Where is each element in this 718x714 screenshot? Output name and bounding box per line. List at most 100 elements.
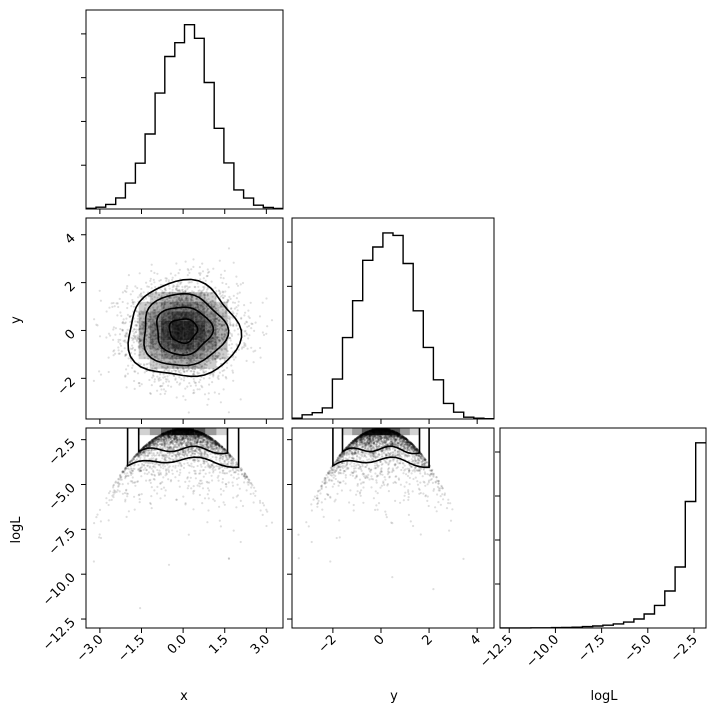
scatter-x-y-point — [235, 312, 239, 315]
scatter-x-y-point — [108, 306, 111, 309]
scatter-x-y-point — [123, 347, 126, 350]
scatter-x-logL-point — [200, 465, 203, 468]
scatter-x-logL-point — [239, 540, 242, 544]
scatter-x-y-point — [161, 302, 164, 305]
scatter-x-y-point — [143, 321, 146, 324]
scatter-x-y-point — [218, 371, 221, 374]
scatter-x-y-point — [131, 366, 134, 369]
scatter-x-y-point — [196, 372, 199, 375]
scatter-x-y-point — [233, 301, 237, 304]
scatter-x-y-point — [147, 352, 150, 355]
scatter-x-logL-point — [188, 471, 191, 474]
scatter-x-y-point — [169, 353, 172, 356]
scatter-x-y-point — [202, 369, 205, 372]
scatter-x-logL-point — [162, 486, 166, 489]
scatter-x-y-point — [250, 327, 253, 330]
scatter-x-y-point — [183, 299, 187, 302]
scatter-x-y-point — [184, 291, 187, 294]
scatter-x-y-point — [216, 376, 219, 379]
scatter-x-y-point — [214, 314, 217, 317]
scatter-x-y-point — [119, 344, 123, 347]
scatter-x-y-point — [253, 329, 256, 332]
scatter-x-y-point — [121, 300, 124, 304]
scatter-x-y-point — [187, 366, 190, 369]
scatter-x-y-point — [159, 353, 162, 356]
scatter-x-y-point — [202, 285, 205, 289]
scatter-x-y-point — [189, 370, 192, 373]
scatter-x-y-point — [199, 304, 202, 307]
scatter-x-y-point — [213, 318, 216, 321]
scatter-x-y-point — [149, 279, 152, 282]
scatter-x-y-point — [163, 392, 166, 395]
scatter-x-y-point — [199, 306, 202, 309]
scatter-x-y-point — [200, 365, 204, 369]
scatter-x-logL-point — [207, 497, 210, 500]
scatter-x-y-point — [156, 305, 160, 308]
scatter-x-y-point — [153, 367, 156, 370]
scatter-x-y-point — [216, 319, 220, 322]
scatter-x-y-point — [138, 313, 141, 316]
scatter-x-y-point — [124, 334, 127, 337]
scatter-x-logL-point — [174, 476, 177, 479]
scatter-x-logL-point — [186, 461, 189, 465]
scatter-x-logL-point — [187, 464, 190, 467]
scatter-x-y-point — [249, 301, 252, 304]
scatter-x-y-point — [98, 335, 102, 338]
scatter-x-y-point — [238, 291, 241, 294]
scatter-x-y-point — [147, 336, 150, 339]
scatter-x-y-point — [160, 351, 164, 354]
scatter-x-y-point — [119, 311, 122, 314]
scatter-x-y-point — [237, 348, 240, 351]
scatter-x-logL-point — [150, 495, 153, 498]
scatter-x-y-point — [121, 320, 125, 324]
scatter-x-y-point — [227, 317, 231, 321]
scatter-x-logL-point — [121, 483, 124, 486]
scatter-x-y-point — [243, 334, 246, 338]
scatter-x-y-point — [154, 355, 157, 359]
scatter-x-y-point — [201, 262, 204, 265]
scatter-x-y-point — [154, 314, 157, 317]
scatter-x-y-point — [125, 368, 128, 371]
scatter-x-y-point — [247, 337, 250, 340]
scatter-x-y-point — [140, 295, 143, 298]
scatter-x-y-point — [202, 303, 205, 306]
scatter-x-y-point — [192, 367, 195, 371]
scatter-x-y-point — [124, 353, 127, 356]
scatter-x-logL-point — [198, 493, 201, 497]
scatter-x-y-point — [152, 374, 155, 377]
scatter-x-y-point — [160, 388, 163, 391]
scatter-x-logL-point — [222, 489, 225, 492]
scatter-x-y-point — [162, 291, 165, 294]
scatter-x-y-point — [166, 375, 169, 378]
scatter-x-y-point — [173, 285, 176, 288]
scatter-x-y-point — [186, 385, 189, 388]
scatter-x-y-point — [212, 375, 215, 378]
scatter-x-y-point — [126, 313, 129, 316]
scatter-x-y-point — [235, 275, 238, 278]
scatter-x-y-point — [187, 411, 190, 414]
scatter-x-y-point — [169, 296, 172, 299]
scatter-x-logL-point — [123, 491, 126, 495]
scatter-x-y-point — [232, 324, 235, 327]
scatter-x-y-point — [185, 299, 188, 302]
scatter-x-logL-point — [127, 482, 130, 485]
scatter-x-y-point — [223, 336, 226, 339]
scatter-x-y-point — [162, 373, 165, 376]
scatter-x-y-point — [182, 367, 185, 370]
scatter-x-y-point — [190, 299, 193, 302]
scatter-x-y-point — [250, 322, 253, 325]
scatter-x-y-point — [121, 291, 124, 294]
scatter-x-y-point — [199, 304, 202, 307]
scatter-x-y-point — [136, 334, 139, 337]
scatter-x-y-point — [192, 389, 195, 392]
scatter-x-y-point — [219, 276, 222, 279]
scatter-x-y-point — [120, 314, 123, 317]
scatter-x-y-point — [128, 315, 131, 318]
scatter-x-y-point — [233, 307, 236, 310]
scatter-x-y-point — [98, 289, 101, 292]
scatter-x-y-point — [96, 324, 99, 327]
scatter-x-y-point — [184, 260, 187, 263]
scatter-x-y-point — [270, 319, 274, 322]
scatter-x-y-point — [146, 301, 149, 304]
scatter-x-y-point — [140, 287, 143, 291]
